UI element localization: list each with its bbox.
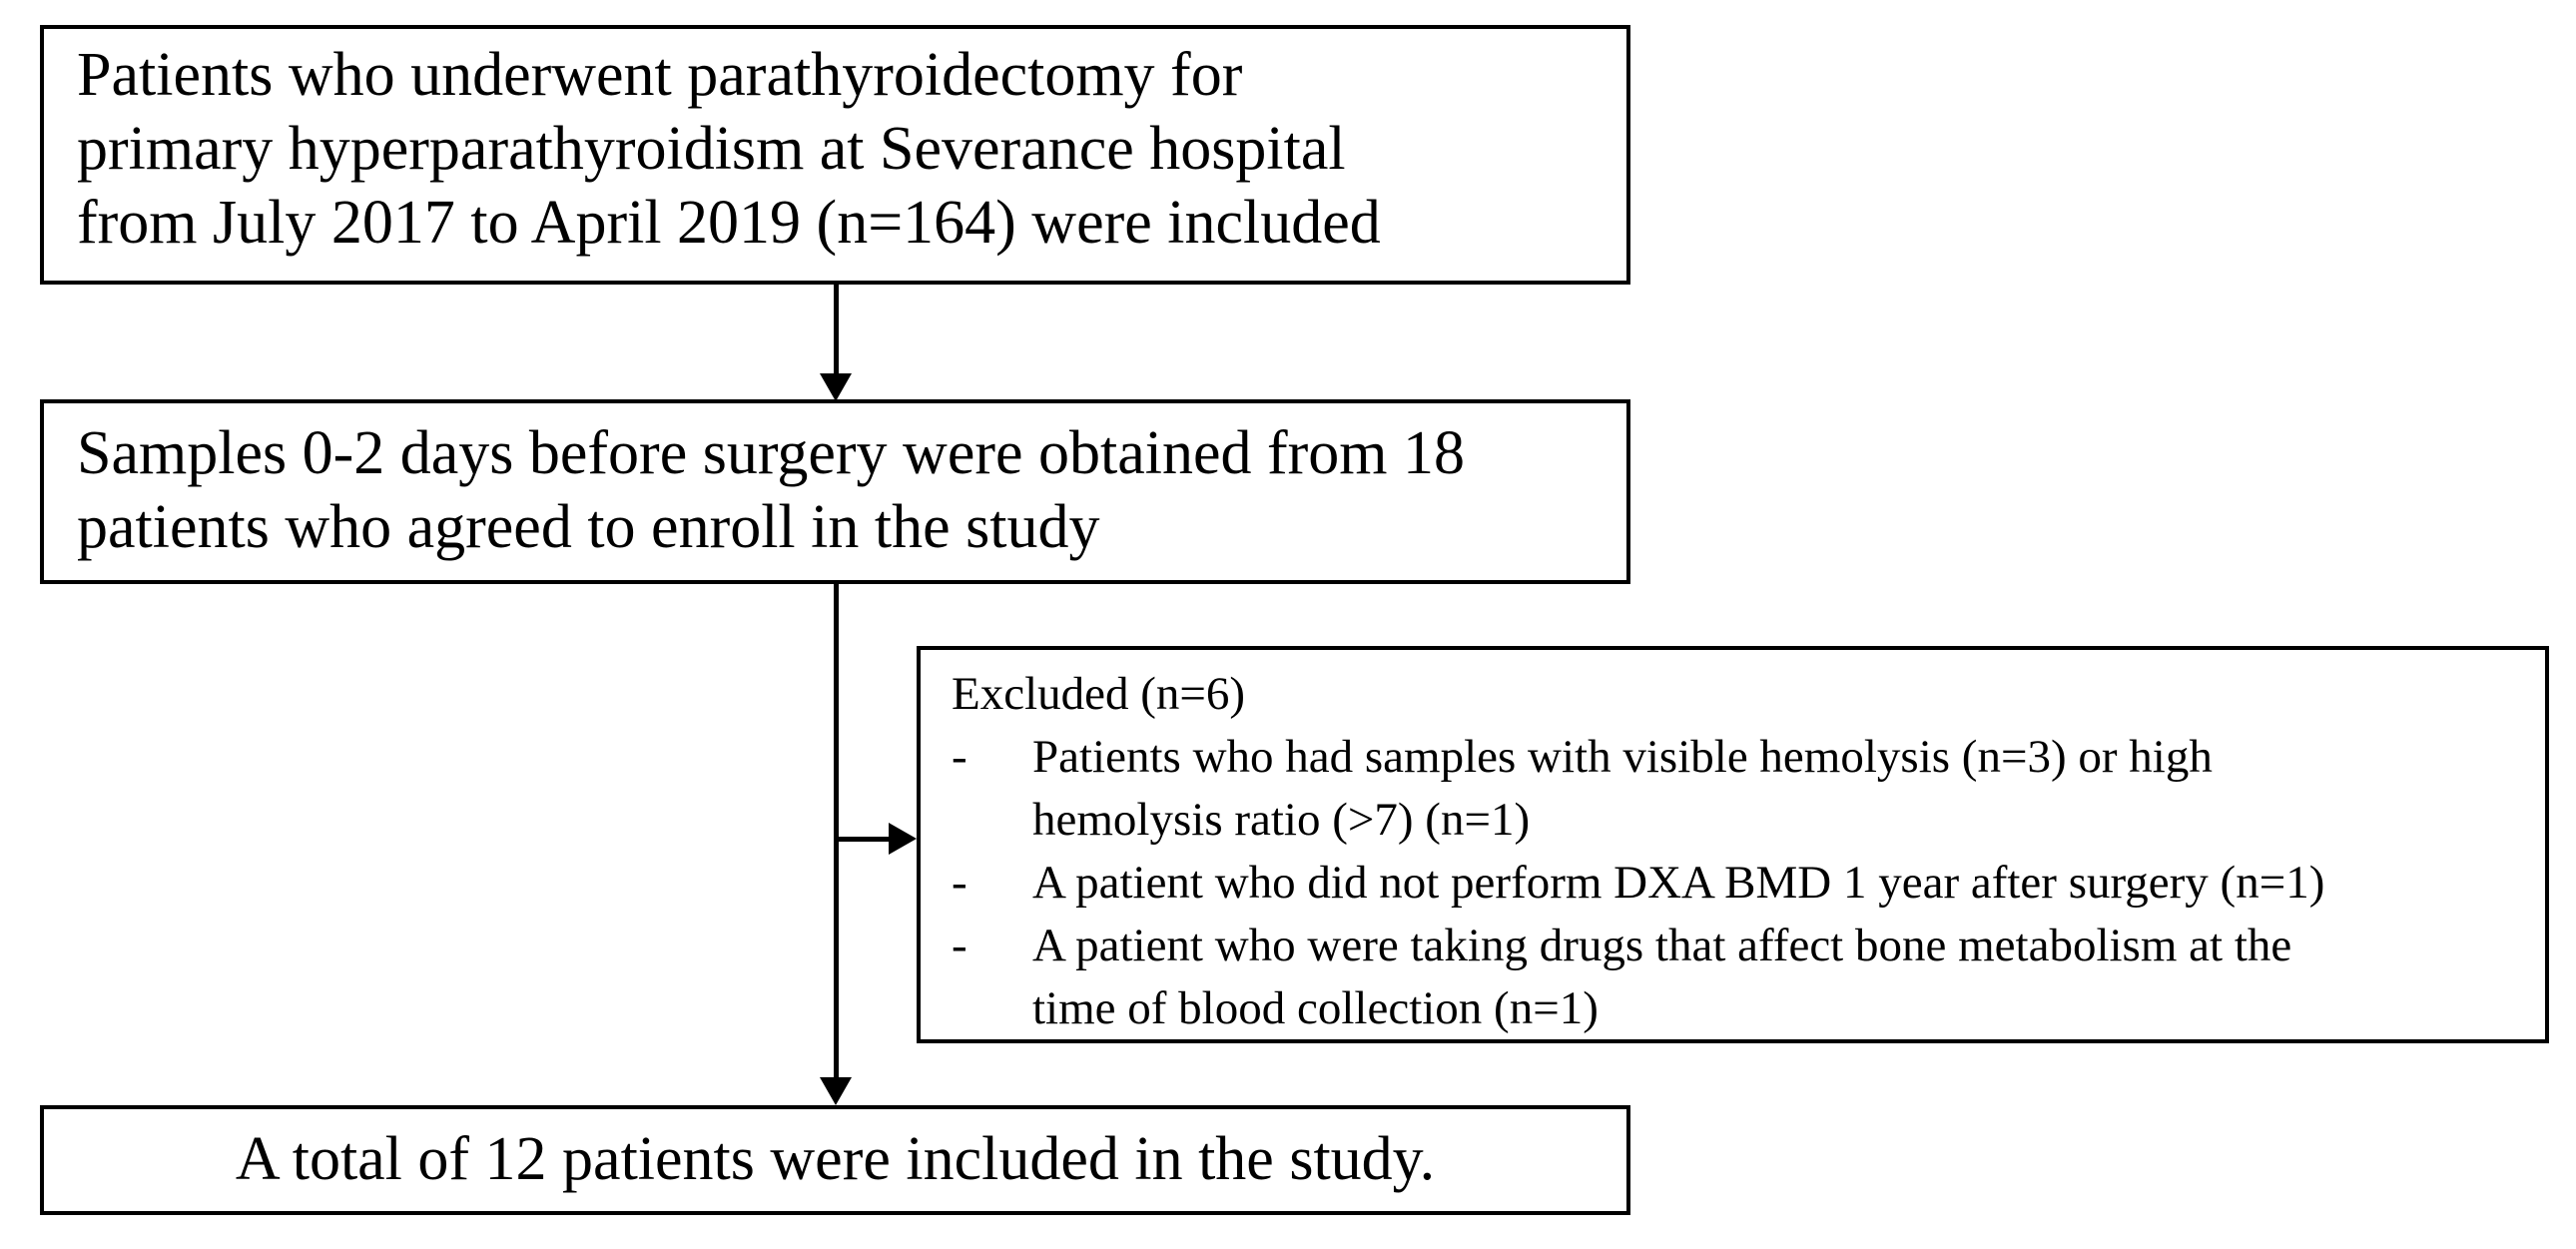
box-patients-included-line-2: primary hyperparathyroidism at Severance… [77,115,1346,183]
arrowhead-down-icon [820,1077,852,1105]
bullet-dash-marker: - [952,920,967,971]
excluded-item-text: Patients who had samples with visible he… [1032,726,2515,852]
excluded-item-text: A patient who were taking drugs that aff… [1032,915,2515,1040]
connector-box1-to-box2 [834,285,839,376]
arrowhead-down-icon [820,373,852,401]
box-samples-obtained: Samples 0-2 days before surgery were obt… [40,399,1630,584]
connector-branch-to-excluded [834,837,891,842]
box-patients-included-line-3: from July 2017 to April 2019 (n=164) wer… [77,189,1381,257]
excluded-item-3-line-2: time of blood collection (n=1) [1032,982,1599,1034]
box-final-included: A total of 12 patients were included in … [40,1105,1630,1215]
excluded-item: - A patient who were taking drugs that a… [952,915,2515,1040]
box-excluded: Excluded (n=6) - Patients who had sample… [917,646,2549,1043]
box-samples-obtained-line-1: Samples 0-2 days before surgery were obt… [77,419,1466,487]
excluded-item-2-line-1: A patient who did not perform DXA BMD 1 … [1032,857,2325,909]
bullet-dash-marker: - [952,857,967,909]
connector-box2-to-final [834,584,839,1079]
box-patients-included-line-1: Patients who underwent parathyroidectomy… [77,41,1243,109]
box-patients-included: Patients who underwent parathyroidectomy… [40,25,1630,285]
arrowhead-right-icon [889,823,917,855]
bullet-dash-marker: - [952,731,967,783]
excluded-item-3-line-1: A patient who were taking drugs that aff… [1032,920,2292,971]
excluded-title: Excluded (n=6) [952,668,1246,720]
box-final-included-text: A total of 12 patients were included in … [235,1125,1436,1193]
excluded-item: - Patients who had samples with visible … [952,726,2515,852]
excluded-item-1-line-1: Patients who had samples with visible he… [1032,731,2213,783]
box-samples-obtained-line-2: patients who agreed to enroll in the stu… [77,493,1100,561]
excluded-item-text: A patient who did not perform DXA BMD 1 … [1032,852,2515,915]
excluded-item-1-line-2: hemolysis ratio (>7) (n=1) [1032,794,1531,846]
excluded-item: - A patient who did not perform DXA BMD … [952,852,2515,915]
